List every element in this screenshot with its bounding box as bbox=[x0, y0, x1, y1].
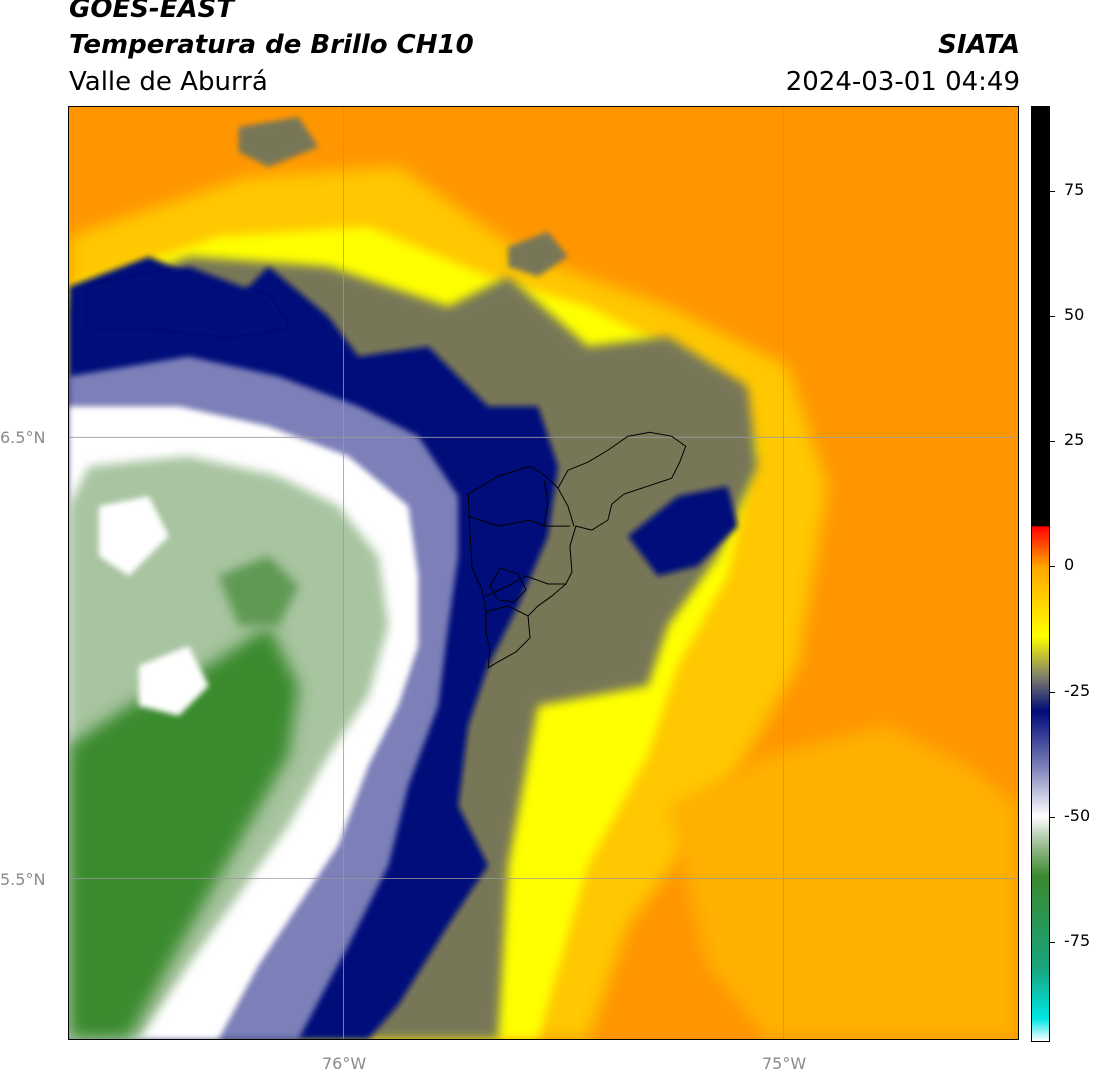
green-zone bbox=[69, 625, 299, 1039]
colorbar-tick-label: 0 bbox=[1064, 555, 1075, 575]
boundary-internal bbox=[485, 575, 566, 597]
olive-spot bbox=[238, 116, 319, 167]
colorbar-tick-mark bbox=[1050, 941, 1055, 943]
brightness-temperature-map[interactable] bbox=[69, 107, 1018, 1039]
region-subtitle: Valle de Aburrá bbox=[69, 67, 268, 97]
lat-tick-label-6.5: 6.5°N bbox=[0, 428, 46, 447]
colorbar bbox=[1031, 106, 1050, 1042]
colorbar-tick-mark bbox=[1050, 316, 1055, 318]
navy-streak bbox=[88, 266, 289, 337]
lon-tick-label-75: 75°W bbox=[762, 1054, 807, 1073]
light-orange-patch bbox=[667, 725, 1018, 1039]
lon-tick-label-76: 76°W bbox=[322, 1054, 367, 1073]
colorbar-tick-mark bbox=[1050, 191, 1055, 193]
colorbar-tick-label: -50 bbox=[1064, 805, 1091, 825]
colorbar-tick-label: -25 bbox=[1064, 680, 1091, 700]
navy-eastern-cell bbox=[627, 486, 738, 576]
colorbar-gradient bbox=[1032, 107, 1049, 1041]
source-label: SIATA bbox=[938, 30, 1020, 60]
colorbar-tick-label: -75 bbox=[1064, 930, 1091, 950]
boundary-internal bbox=[543, 480, 570, 527]
colorbar-tick-mark bbox=[1050, 816, 1055, 818]
timestamp-label: 2024-03-01 04:49 bbox=[785, 67, 1020, 97]
boundary-internal bbox=[485, 605, 529, 617]
colorbar-tick-label: 25 bbox=[1064, 430, 1085, 450]
boundary-internal bbox=[468, 515, 545, 527]
municipality-boundaries bbox=[467, 431, 687, 669]
colorbar-tick-label: 50 bbox=[1064, 305, 1085, 325]
colorbar-tick-mark bbox=[1050, 441, 1055, 443]
white-spot bbox=[138, 645, 209, 716]
white-spot bbox=[98, 496, 169, 576]
product-title: Temperatura de Brillo CH10 bbox=[69, 30, 474, 60]
boundary-outline bbox=[467, 431, 687, 669]
boundary-internal bbox=[489, 567, 527, 603]
lat-tick-label-5.5: 5.5°N bbox=[0, 870, 46, 889]
green-cell-north bbox=[218, 556, 299, 626]
olive-spot bbox=[508, 231, 568, 277]
satellite-title: GOES-EAST bbox=[69, 0, 235, 24]
map-panel[interactable] bbox=[68, 106, 1019, 1040]
boundary-internal bbox=[557, 487, 575, 527]
colorbar-tick-mark bbox=[1050, 566, 1055, 568]
colorbar-tick-label: 75 bbox=[1064, 180, 1085, 200]
colorbar-tick-mark bbox=[1050, 691, 1055, 693]
